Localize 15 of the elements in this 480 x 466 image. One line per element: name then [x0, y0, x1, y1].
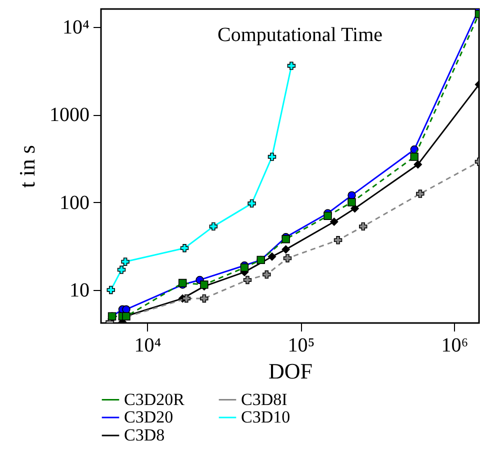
legend-label: C3D20R [124, 390, 186, 409]
legend-label: C3D8 [124, 426, 165, 444]
y-tick-label: 100 [60, 192, 90, 214]
x-tick-label: 10⁴ [134, 334, 162, 356]
legend-label: C3D20 [124, 408, 174, 426]
y-tick-label: 10⁴ [62, 16, 90, 38]
y-axis-title: t in s [14, 145, 40, 188]
x-tick-label: 10⁶ [441, 334, 468, 356]
x-axis-title: DOF [268, 358, 313, 384]
legend-label: C3D8I [241, 390, 288, 409]
text: Computational Time [217, 24, 383, 46]
x-tick-label: 10⁵ [288, 334, 315, 356]
y-tick-label: 10 [70, 279, 90, 302]
legend-label: C3D10 [241, 408, 290, 426]
y-tick-label: 1000 [50, 104, 90, 126]
